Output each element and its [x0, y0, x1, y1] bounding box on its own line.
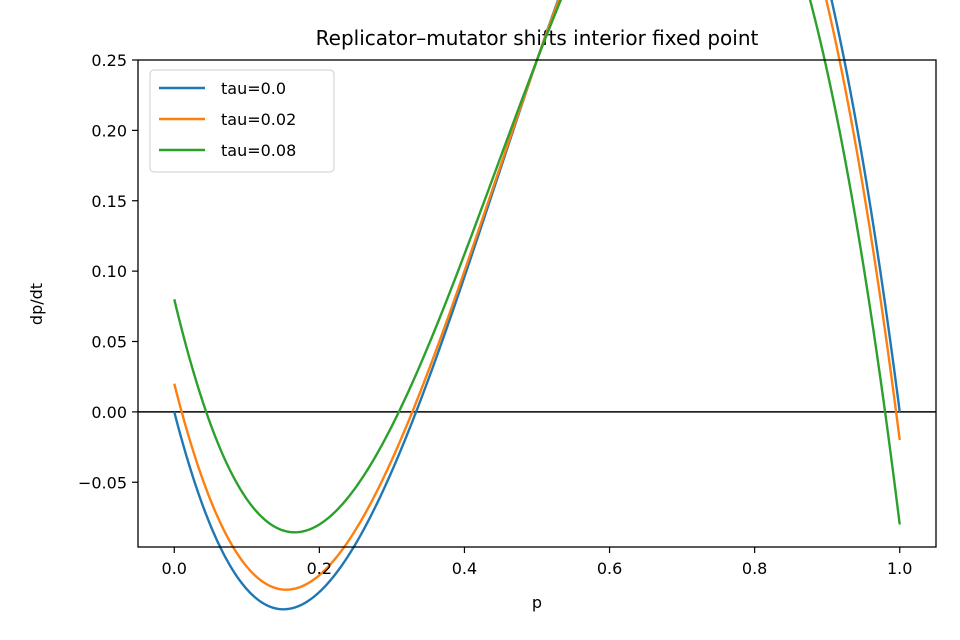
- y-tick-label: 0.20: [91, 121, 127, 140]
- x-tick-label: 1.0: [887, 559, 912, 578]
- y-tick-label: 0.15: [91, 192, 127, 211]
- legend-label-0: tau=0.0: [221, 79, 286, 98]
- x-tick-label: 0.6: [597, 559, 622, 578]
- y-tick-label: 0.00: [91, 403, 127, 422]
- y-tick-label: −0.05: [78, 473, 127, 492]
- x-tick-label: 0.2: [307, 559, 332, 578]
- legend-box: [149, 69, 335, 173]
- x-tick-label: 0.4: [452, 559, 477, 578]
- y-tick-label: 0.25: [91, 51, 127, 70]
- plot-area: 0.0 0.2 0.4 0.6 0.8 1.0 −0.05 0.00 0.05 0.10 0.15 0…: [78, 0, 937, 611]
- x-axis-label: p: [532, 593, 542, 612]
- x-tick-label: 0.0: [162, 559, 187, 578]
- axes-frame: [137, 59, 937, 548]
- y-tick-label: 0.05: [91, 333, 127, 352]
- y-tick-label: 0.10: [91, 262, 127, 281]
- chart-title: Replicator–mutator shifts interior fixed…: [316, 26, 759, 50]
- legend-label-2: tau=0.08: [221, 141, 296, 160]
- y-axis-label: dp/dt: [27, 283, 46, 325]
- legend-label-1: tau=0.02: [221, 110, 296, 129]
- x-tick-label: 0.8: [742, 559, 767, 578]
